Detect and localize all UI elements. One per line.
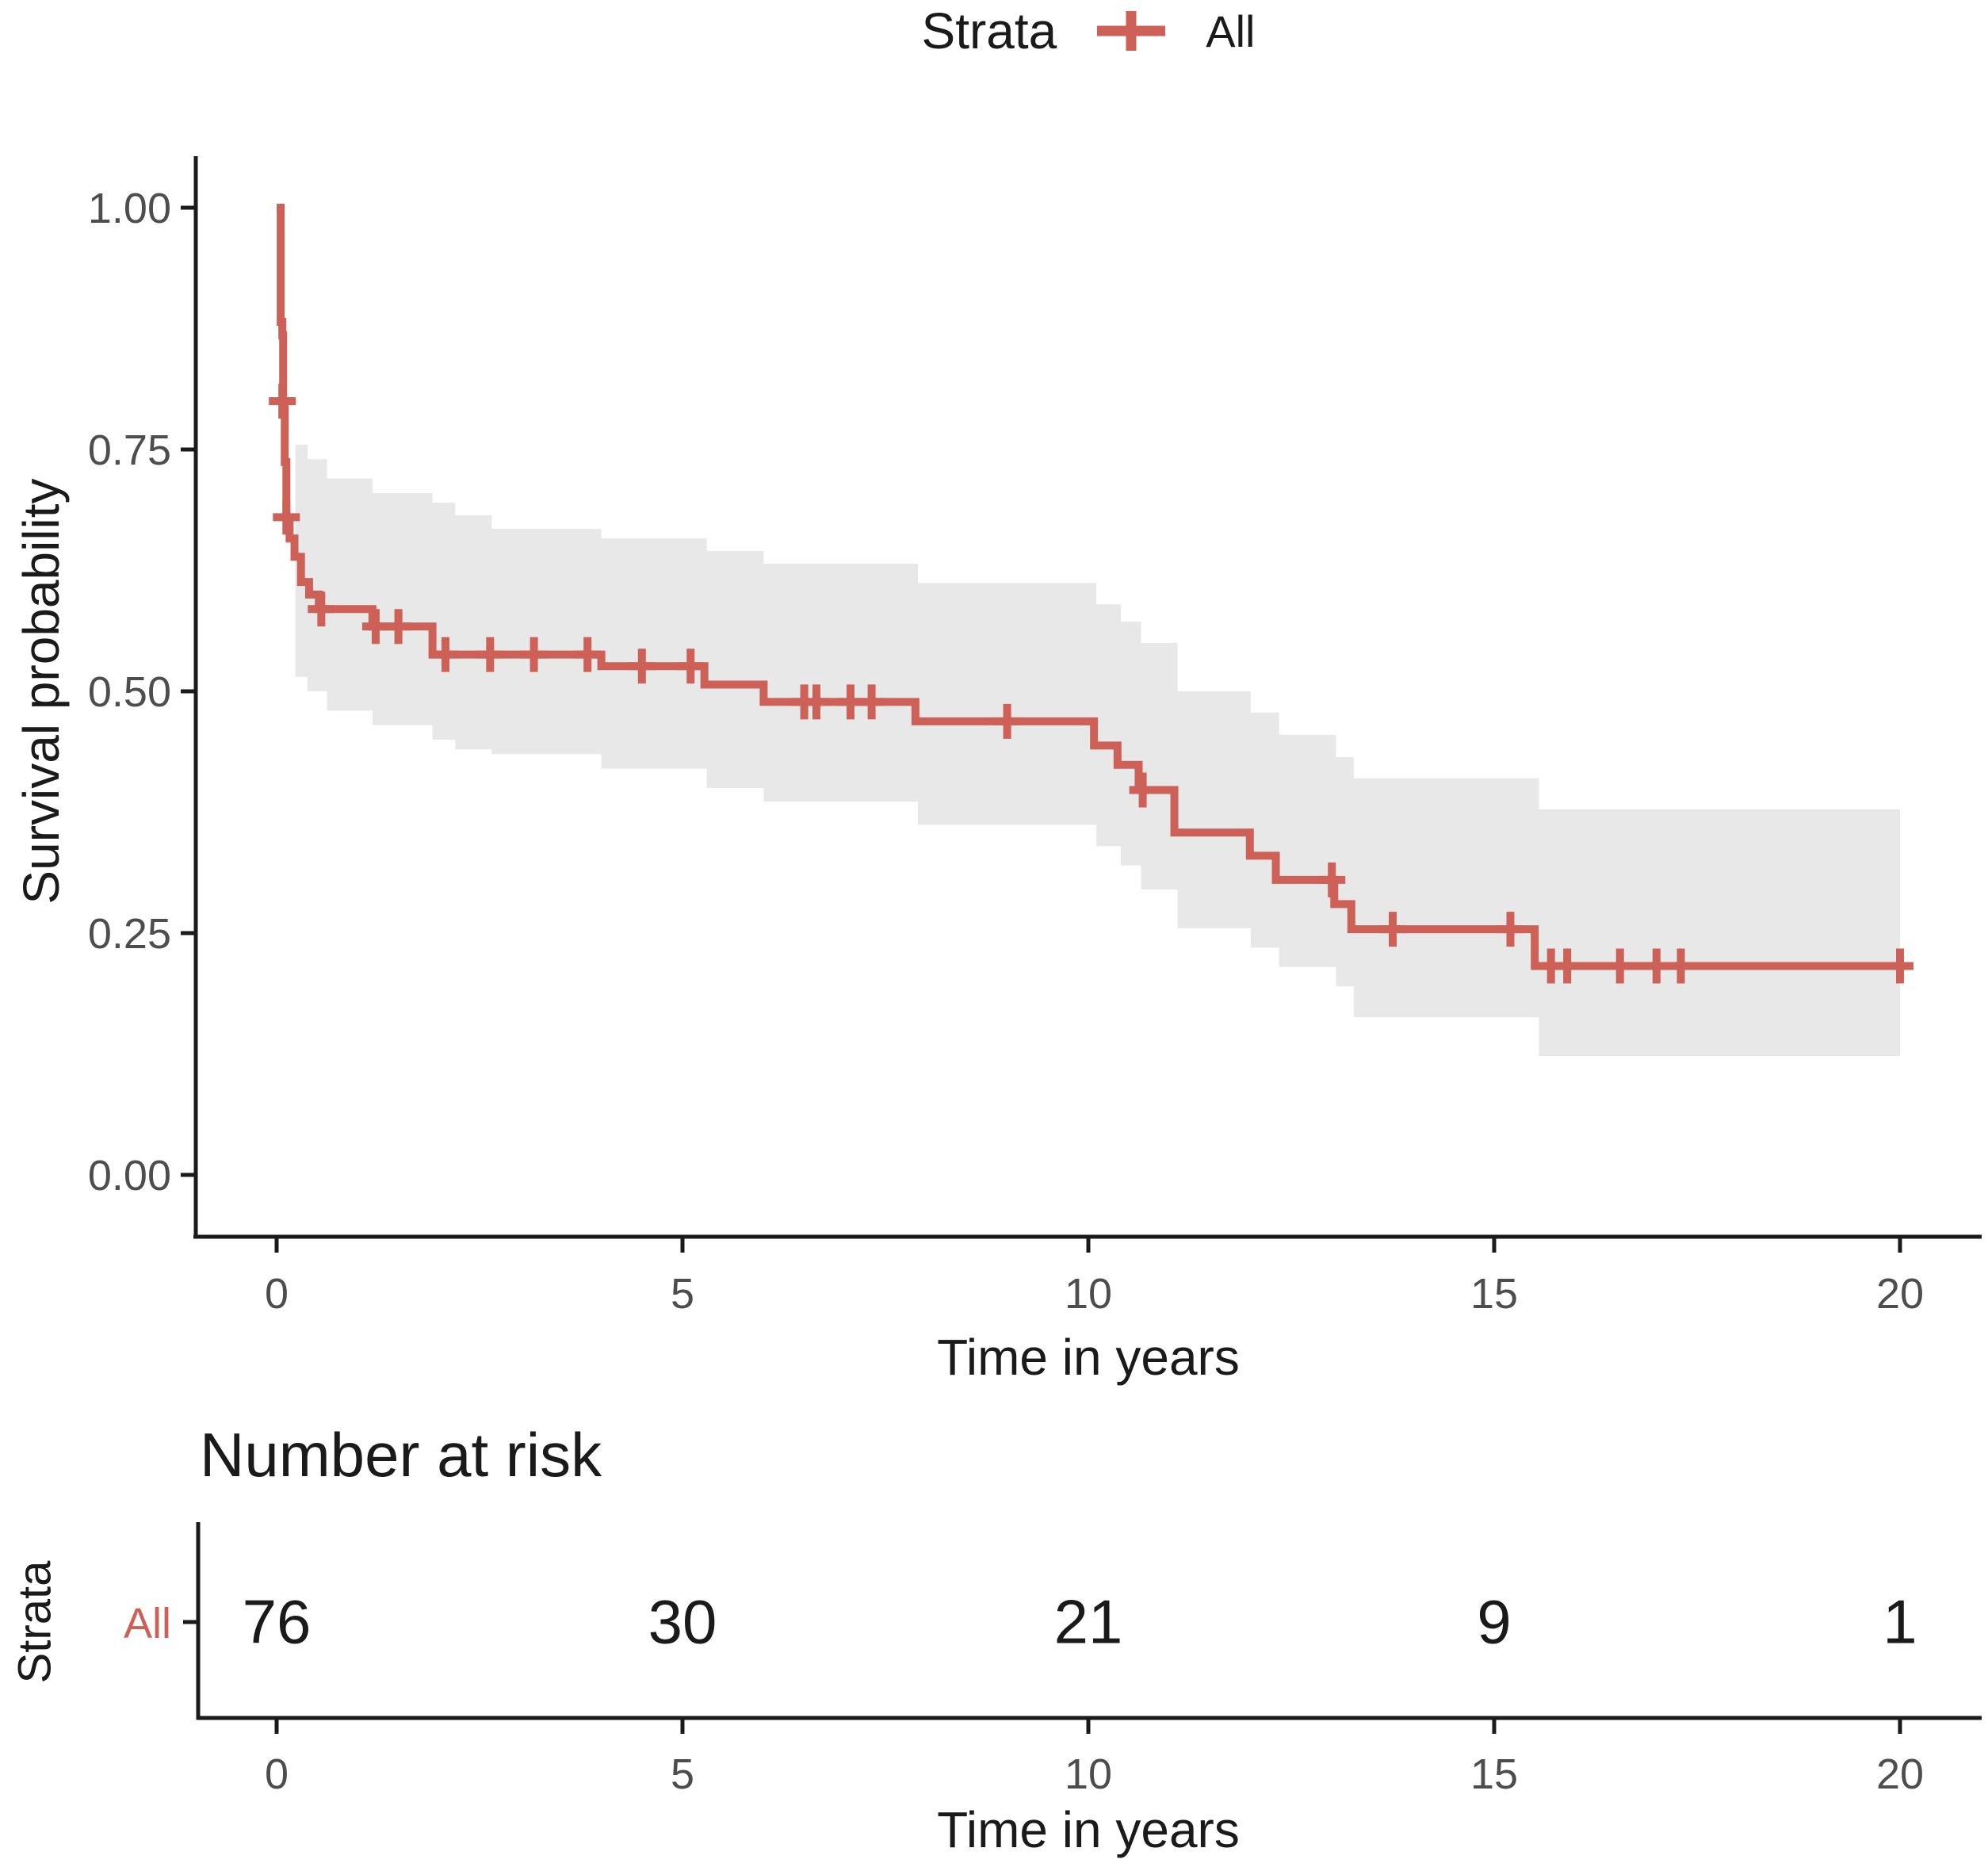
- legend: Strata All: [196, 0, 1981, 62]
- risk-x-tick-label: 5: [671, 1750, 694, 1798]
- survival-curve: [277, 204, 1900, 970]
- y-tick-label: 1.00: [88, 185, 171, 232]
- y-tick-label: 0.50: [88, 668, 171, 716]
- plus-censor-icon: [1097, 11, 1166, 51]
- x-tick-label: 0: [265, 1270, 289, 1318]
- risk-count-t10: 21: [1053, 1586, 1123, 1657]
- risk-count-t0: 76: [242, 1586, 312, 1657]
- y-tick-label: 0.25: [88, 910, 171, 958]
- y-tick-label: 0.75: [88, 427, 171, 474]
- x-tick-label: 10: [1065, 1270, 1112, 1318]
- risk-count-t5: 30: [648, 1586, 717, 1657]
- risk-count-t20: 1: [1883, 1586, 1917, 1657]
- risk-row-label-all: All: [123, 1600, 171, 1647]
- risk-x-tick-label: 20: [1876, 1750, 1924, 1798]
- x-tick-label: 20: [1876, 1270, 1924, 1318]
- censor-marks: [269, 384, 1913, 984]
- risk-count-t15: 9: [1477, 1586, 1512, 1657]
- legend-item-all: All: [1206, 6, 1256, 56]
- y-tick-label: 0.00: [88, 1152, 171, 1199]
- x-axis-title: Time in years: [937, 1329, 1240, 1386]
- confidence-band: [295, 444, 1900, 1056]
- risk-x-axis-title: Time in years: [937, 1801, 1240, 1858]
- risk-x-tick-label: 10: [1065, 1750, 1112, 1798]
- y-axis-title: Survival probability: [13, 478, 70, 905]
- x-tick-label: 5: [671, 1270, 694, 1318]
- x-tick-label: 15: [1470, 1270, 1518, 1318]
- legend-title: Strata: [921, 2, 1057, 59]
- risk-x-tick-label: 0: [265, 1750, 289, 1798]
- risk-table-title: Number at risk: [200, 1420, 602, 1490]
- risk-x-tick-label: 15: [1470, 1750, 1518, 1798]
- risk-strata-axis-label: Strata: [9, 1560, 61, 1684]
